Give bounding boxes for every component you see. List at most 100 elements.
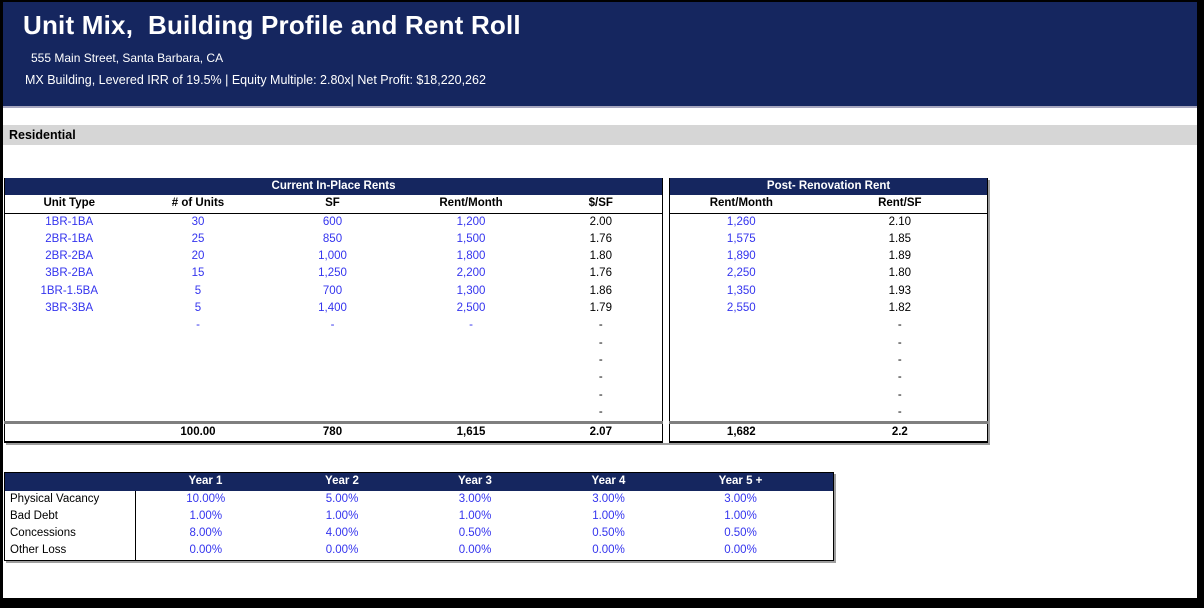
total-rent-month: 1,615: [402, 421, 540, 444]
loss-value-year-3[interactable]: 1.00%: [458, 509, 492, 522]
unit-row: 3BR-3BA 5 1,400 2,500 1.79 2,550 1.82: [4, 300, 989, 318]
cell-post-rent-month[interactable]: 1,260: [669, 213, 813, 231]
cell-post-rent-sf: 2.10: [812, 213, 989, 231]
cell-post-rent-month[interactable]: 1,890: [669, 248, 813, 266]
loss-value-year-1[interactable]: 1.00%: [189, 509, 223, 522]
cell-dollar-sf: 2.00: [539, 213, 664, 231]
cell-sf[interactable]: -: [330, 319, 335, 332]
cell-num-units[interactable]: 25: [191, 232, 205, 245]
blank-unit-row: - -: [4, 334, 989, 352]
cell-sf[interactable]: 1,250: [318, 267, 347, 280]
cell-num-units[interactable]: 30: [191, 215, 205, 228]
cell-sf[interactable]: 600: [322, 215, 343, 228]
cell-post-rent-sf: 1.80: [812, 265, 989, 283]
cell-post-rent-month[interactable]: 1,575: [669, 230, 813, 249]
cell-num-units[interactable]: 5: [194, 284, 202, 297]
cell-unit-type[interactable]: 2BR-1BA: [4, 230, 134, 249]
cell-post-rent-month[interactable]: 2,550: [669, 300, 813, 318]
cell-rent-month[interactable]: -: [469, 319, 473, 332]
cell-num-units: [134, 387, 263, 404]
cell-unit-type[interactable]: 2BR-2BA: [4, 248, 134, 266]
cell-sf: [263, 404, 403, 423]
loss-value-year-4[interactable]: 1.00%: [592, 509, 625, 522]
cell-post-rent-month: [669, 369, 813, 387]
cell-unit-type[interactable]: 1BR-1BA: [4, 213, 134, 231]
cell-rent-month[interactable]: 2,200: [456, 267, 486, 280]
loss-value-year-2[interactable]: 4.00%: [325, 527, 359, 540]
col-header-post-rent-month: Rent/Month: [669, 195, 813, 214]
loss-value-year-5[interactable]: 0.50%: [724, 527, 757, 540]
section-gap: [662, 403, 670, 423]
cell-post-rent-month[interactable]: 1,350: [669, 282, 813, 301]
cell-num-units[interactable]: 5: [194, 302, 202, 315]
loss-value-year-3[interactable]: 0.50%: [458, 527, 492, 540]
cell-dollar-sf: 1.86: [539, 282, 664, 301]
cell-num-units[interactable]: 15: [191, 267, 205, 280]
loss-value-year-5[interactable]: 3.00%: [724, 492, 757, 505]
cell-rent-month: [403, 335, 540, 352]
cell-post-rent-month: [669, 351, 813, 370]
loss-row-label: Bad Debt: [4, 507, 136, 526]
cell-unit-type[interactable]: 3BR-2BA: [4, 265, 134, 283]
cell-unit-type[interactable]: 1BR-1.5BA: [4, 282, 134, 301]
col-header-year-3: Year 3: [408, 472, 542, 491]
cell-rent-month: [403, 369, 540, 386]
cell-rent-month[interactable]: 1,800: [456, 250, 486, 263]
cell-unit-type: [4, 369, 134, 387]
loss-value-year-4[interactable]: 3.00%: [592, 492, 625, 505]
section-gap: [662, 334, 670, 352]
loss-row-label: Physical Vacancy: [4, 490, 136, 508]
cell-rent-month[interactable]: 1,200: [456, 215, 486, 228]
cell-dollar-sf: 1.76: [539, 265, 664, 283]
cell-rent-month: [403, 387, 540, 404]
cell-sf[interactable]: 1,400: [318, 302, 347, 315]
cell-post-rent-sf: -: [812, 317, 989, 335]
loss-value-year-3[interactable]: 3.00%: [458, 492, 492, 505]
section-label-residential: Residential: [3, 125, 1197, 145]
section-gap: [662, 265, 670, 283]
loss-value-year-4[interactable]: 0.00%: [592, 544, 625, 557]
current-rents-group-header: Current In-Place Rents: [3, 178, 664, 196]
loss-value-year-5[interactable]: 0.00%: [724, 544, 757, 557]
loss-value-year-2[interactable]: 1.00%: [325, 509, 359, 522]
cell-num-units[interactable]: -: [196, 319, 200, 332]
cell-post-rent-sf: -: [812, 369, 989, 387]
loss-header-row: Year 1 Year 2 Year 3 Year 4 Year 5 +: [4, 472, 834, 491]
section-gap: [662, 386, 670, 404]
loss-value-year-4[interactable]: 0.50%: [592, 527, 625, 540]
col-header-sf: SF: [262, 195, 403, 214]
loss-assumptions-table: Year 1 Year 2 Year 3 Year 4 Year 5 + Phy…: [4, 472, 834, 561]
loss-value-year-1[interactable]: 10.00%: [186, 492, 226, 505]
loss-header-blank: [4, 472, 136, 491]
cell-unit-type: [4, 317, 134, 335]
cell-rent-month[interactable]: 1,500: [456, 232, 486, 245]
cell-dollar-sf: -: [539, 403, 664, 423]
deal-metrics: MX Building, Levered IRR of 19.5% | Equi…: [25, 73, 486, 87]
col-header-rent-month: Rent/Month: [402, 195, 540, 214]
cell-sf[interactable]: 850: [322, 232, 343, 245]
loss-value-year-2[interactable]: 5.00%: [325, 492, 359, 505]
cell-post-rent-sf: -: [812, 334, 989, 352]
cell-num-units: [134, 335, 263, 352]
property-address: 555 Main Street, Santa Barbara, CA: [31, 51, 224, 65]
loss-trailing-cell: [806, 491, 834, 508]
col-header-year-4: Year 4: [541, 472, 676, 491]
cell-sf[interactable]: 700: [322, 284, 343, 297]
loss-value-year-2[interactable]: 0.00%: [325, 544, 359, 557]
cell-dollar-sf: 1.79: [539, 300, 664, 318]
cell-unit-type[interactable]: 3BR-3BA: [4, 300, 134, 318]
loss-value-year-3[interactable]: 0.00%: [458, 544, 492, 557]
cell-post-rent-month[interactable]: 2,250: [669, 265, 813, 283]
loss-value-year-1[interactable]: 8.00%: [189, 527, 223, 540]
section-gap: [662, 317, 670, 335]
cell-sf[interactable]: 1,000: [318, 250, 347, 263]
cell-num-units[interactable]: 20: [191, 250, 205, 263]
cell-rent-month[interactable]: 2,500: [456, 302, 486, 315]
loss-value-year-5[interactable]: 1.00%: [724, 509, 757, 522]
col-header-year-1: Year 1: [135, 472, 276, 491]
cell-dollar-sf: -: [539, 351, 664, 370]
cell-rent-month[interactable]: 1,300: [456, 284, 486, 297]
cell-rent-month: [403, 352, 540, 369]
loss-value-year-1[interactable]: 0.00%: [189, 544, 223, 557]
